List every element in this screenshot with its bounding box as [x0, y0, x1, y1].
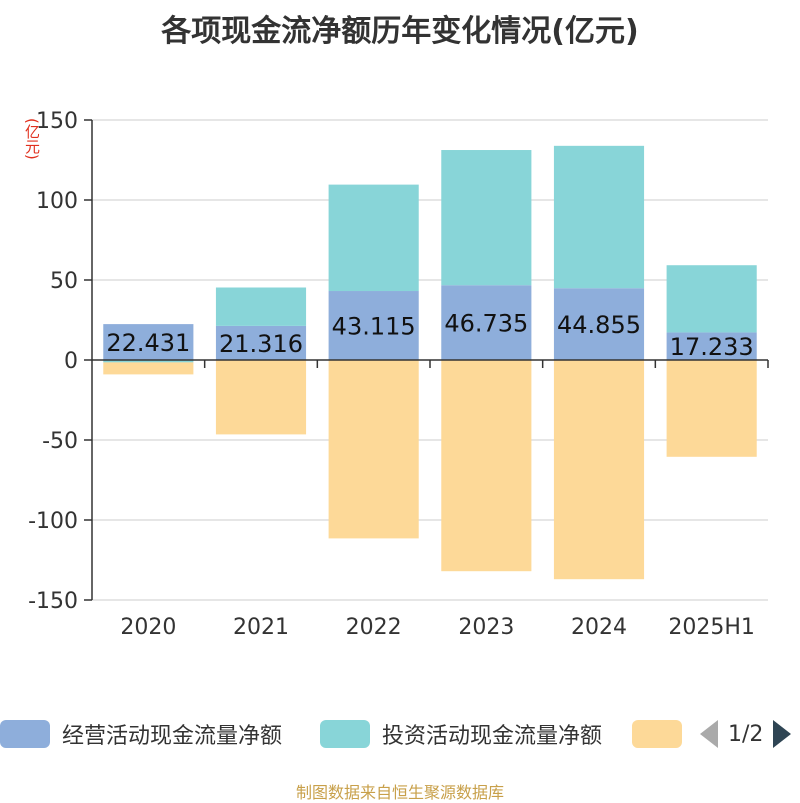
legend-page-indicator: 1/2	[728, 721, 764, 747]
legend-item-operating[interactable]: 经营活动现金流量净额	[0, 716, 282, 752]
data-label: 44.855	[557, 311, 641, 339]
legend-next-page-icon[interactable]	[773, 720, 792, 748]
data-label: 22.431	[106, 329, 190, 357]
bar-series-2-2022	[328, 184, 419, 292]
bar-series-1-2021	[215, 325, 307, 360]
y-tick-label: -150	[28, 589, 78, 614]
x-tick-label: 2025H1	[668, 615, 755, 640]
bar-series-3-2021	[215, 360, 307, 435]
legend-swatch-operating	[0, 720, 50, 748]
bar-series-3-2024	[553, 360, 645, 580]
bar-series-1-2023	[441, 285, 532, 360]
bar-series-3-2023	[441, 360, 532, 572]
legend-swatch-investing	[320, 720, 370, 748]
y-tick-label: 50	[50, 269, 78, 294]
y-tick-label: 100	[36, 189, 78, 214]
bar-series-1-2025H1	[666, 332, 757, 360]
bar-series-1-2024	[553, 288, 645, 360]
data-label: 17.233	[670, 333, 754, 361]
legend-pager: 1/2	[700, 716, 792, 752]
x-tick-label: 2024	[571, 615, 627, 640]
x-tick-label: 2020	[120, 615, 176, 640]
legend-item-financing[interactable]	[632, 716, 682, 752]
bar-series-2-2023	[441, 150, 532, 286]
data-source-note: 制图数据来自恒生聚源数据库	[295, 783, 504, 802]
y-tick-label: 0	[64, 349, 78, 374]
y-axis-unit-label: (亿元)	[23, 118, 41, 160]
bar-series-2-2020	[103, 360, 194, 363]
legend-item-investing[interactable]: 投资活动现金流量净额	[320, 716, 602, 752]
chart-title: 各项现金流净额历年变化情况(亿元)	[161, 14, 639, 49]
chart-legend: 经营活动现金流量净额 投资活动现金流量净额	[0, 716, 800, 752]
bar-series-1-2022	[328, 291, 419, 360]
x-tick-label: 2022	[346, 615, 402, 640]
data-label: 21.316	[219, 330, 303, 358]
legend-prev-page-icon[interactable]	[700, 720, 718, 748]
legend-label-investing: 投资活动现金流量净额	[382, 724, 603, 749]
bar-series-3-2025H1	[666, 360, 757, 457]
bar-series-2-2021	[215, 287, 307, 326]
x-tick-label: 2021	[233, 615, 289, 640]
bar-series-1-2020	[103, 324, 194, 360]
legend-swatch-financing	[632, 720, 682, 748]
legend-label-operating: 经营活动现金流量净额	[62, 724, 283, 749]
data-label: 46.735	[444, 310, 528, 338]
x-tick-label: 2023	[458, 615, 514, 640]
bar-chart: 150 100 50 0 -50 -100 -150 2020 2021 2022 2023 2024…	[28, 109, 769, 640]
y-tick-label: -50	[42, 429, 78, 454]
y-tick-label: -100	[28, 509, 78, 534]
y-tick-label: 150	[36, 109, 78, 134]
bar-series-2-2025H1	[666, 265, 757, 333]
bar-series-3-2022	[328, 360, 419, 539]
bar-series-3-2020	[103, 362, 194, 375]
data-label: 43.115	[332, 313, 416, 341]
bar-series-2-2024	[553, 145, 645, 289]
